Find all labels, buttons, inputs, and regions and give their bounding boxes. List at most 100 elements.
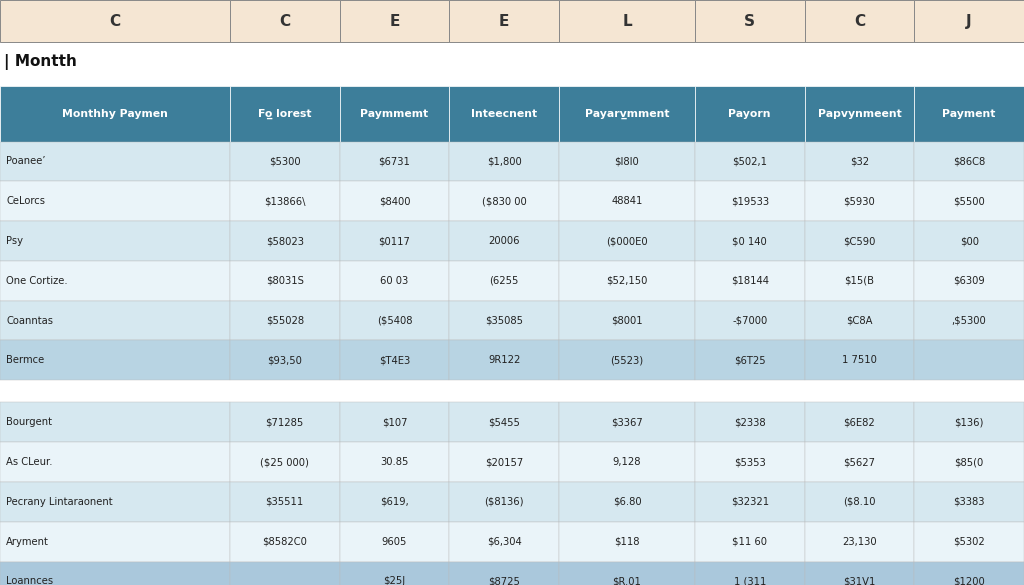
FancyBboxPatch shape (450, 522, 559, 562)
FancyBboxPatch shape (695, 562, 805, 585)
FancyBboxPatch shape (914, 142, 1024, 181)
FancyBboxPatch shape (695, 221, 805, 261)
Text: $0117: $0117 (379, 236, 411, 246)
Text: Fo̲ lorest: Fo̲ lorest (258, 109, 311, 119)
FancyBboxPatch shape (229, 0, 340, 42)
FancyBboxPatch shape (450, 181, 559, 221)
FancyBboxPatch shape (0, 442, 229, 482)
Text: C: C (110, 13, 121, 29)
FancyBboxPatch shape (450, 301, 559, 340)
FancyBboxPatch shape (805, 221, 914, 261)
Text: Bourgent: Bourgent (6, 417, 52, 428)
FancyBboxPatch shape (0, 522, 229, 562)
Text: $118: $118 (614, 536, 640, 547)
Text: $3367: $3367 (611, 417, 643, 428)
Text: ,$5300: ,$5300 (951, 315, 986, 326)
Text: $619,: $619, (380, 497, 409, 507)
Text: $136): $136) (954, 417, 984, 428)
FancyBboxPatch shape (559, 221, 695, 261)
Text: $R.01: $R.01 (612, 576, 641, 585)
Text: | Montth: | Montth (4, 54, 77, 70)
Text: $8582C0: $8582C0 (262, 536, 307, 547)
Text: $5627: $5627 (844, 457, 876, 467)
Text: $6.80: $6.80 (612, 497, 641, 507)
Text: $2338: $2338 (734, 417, 766, 428)
Text: CeLorcs: CeLorcs (6, 196, 45, 207)
Text: Loannces: Loannces (6, 576, 53, 585)
Text: Payment: Payment (942, 109, 995, 119)
Text: E: E (389, 13, 399, 29)
FancyBboxPatch shape (805, 340, 914, 380)
Text: $25J: $25J (383, 576, 406, 585)
Text: 9R122: 9R122 (488, 355, 520, 366)
FancyBboxPatch shape (914, 86, 1024, 142)
FancyBboxPatch shape (340, 442, 450, 482)
FancyBboxPatch shape (695, 0, 805, 42)
FancyBboxPatch shape (805, 0, 914, 42)
Text: L: L (623, 13, 632, 29)
FancyBboxPatch shape (559, 562, 695, 585)
Text: Payarv̲mment: Payarv̲mment (585, 109, 670, 119)
Text: Coanntas: Coanntas (6, 315, 53, 326)
FancyBboxPatch shape (559, 402, 695, 442)
FancyBboxPatch shape (229, 402, 340, 442)
Text: Monthhy Paymen: Monthhy Paymen (62, 109, 168, 119)
FancyBboxPatch shape (340, 402, 450, 442)
Text: $86C8: $86C8 (953, 156, 985, 167)
Text: S: S (744, 13, 756, 29)
Text: ($25 000): ($25 000) (260, 457, 309, 467)
FancyBboxPatch shape (340, 522, 450, 562)
FancyBboxPatch shape (340, 482, 450, 522)
Text: 9605: 9605 (382, 536, 408, 547)
Text: ($000E0: ($000E0 (606, 236, 648, 246)
FancyBboxPatch shape (914, 0, 1024, 42)
Text: -$7000: -$7000 (732, 315, 767, 326)
FancyBboxPatch shape (695, 402, 805, 442)
Text: $18144: $18144 (731, 276, 769, 286)
Text: $55028: $55028 (265, 315, 304, 326)
Text: 30.85: 30.85 (380, 457, 409, 467)
Text: $13866\: $13866\ (264, 196, 305, 207)
FancyBboxPatch shape (340, 340, 450, 380)
FancyBboxPatch shape (0, 562, 229, 585)
FancyBboxPatch shape (0, 482, 229, 522)
FancyBboxPatch shape (340, 181, 450, 221)
FancyBboxPatch shape (0, 86, 229, 142)
FancyBboxPatch shape (0, 221, 229, 261)
Text: $35511: $35511 (265, 497, 304, 507)
FancyBboxPatch shape (229, 522, 340, 562)
FancyBboxPatch shape (229, 221, 340, 261)
Text: $107: $107 (382, 417, 408, 428)
FancyBboxPatch shape (559, 340, 695, 380)
Text: $20157: $20157 (485, 457, 523, 467)
Text: $85(0: $85(0 (954, 457, 984, 467)
FancyBboxPatch shape (450, 221, 559, 261)
FancyBboxPatch shape (340, 301, 450, 340)
Text: 1 (311: 1 (311 (733, 576, 766, 585)
Text: 1 7510: 1 7510 (842, 355, 877, 366)
Text: One Cortize.: One Cortize. (6, 276, 68, 286)
FancyBboxPatch shape (0, 261, 229, 301)
FancyBboxPatch shape (340, 261, 450, 301)
Text: 60 03: 60 03 (380, 276, 409, 286)
FancyBboxPatch shape (450, 261, 559, 301)
Text: 48841: 48841 (611, 196, 643, 207)
Text: $502,1: $502,1 (732, 156, 767, 167)
FancyBboxPatch shape (805, 402, 914, 442)
FancyBboxPatch shape (695, 442, 805, 482)
FancyBboxPatch shape (0, 402, 229, 442)
FancyBboxPatch shape (340, 562, 450, 585)
Text: $0 140: $0 140 (732, 236, 767, 246)
Text: $I8I0: $I8I0 (614, 156, 639, 167)
FancyBboxPatch shape (340, 142, 450, 181)
Text: J: J (967, 13, 972, 29)
Text: $6,304: $6,304 (486, 536, 521, 547)
FancyBboxPatch shape (805, 442, 914, 482)
Text: 20006: 20006 (488, 236, 520, 246)
FancyBboxPatch shape (559, 522, 695, 562)
Text: $8001: $8001 (611, 315, 643, 326)
Text: Papvynmeent: Papvynmeent (817, 109, 901, 119)
Text: $93,50: $93,50 (267, 355, 302, 366)
FancyBboxPatch shape (805, 562, 914, 585)
FancyBboxPatch shape (450, 402, 559, 442)
